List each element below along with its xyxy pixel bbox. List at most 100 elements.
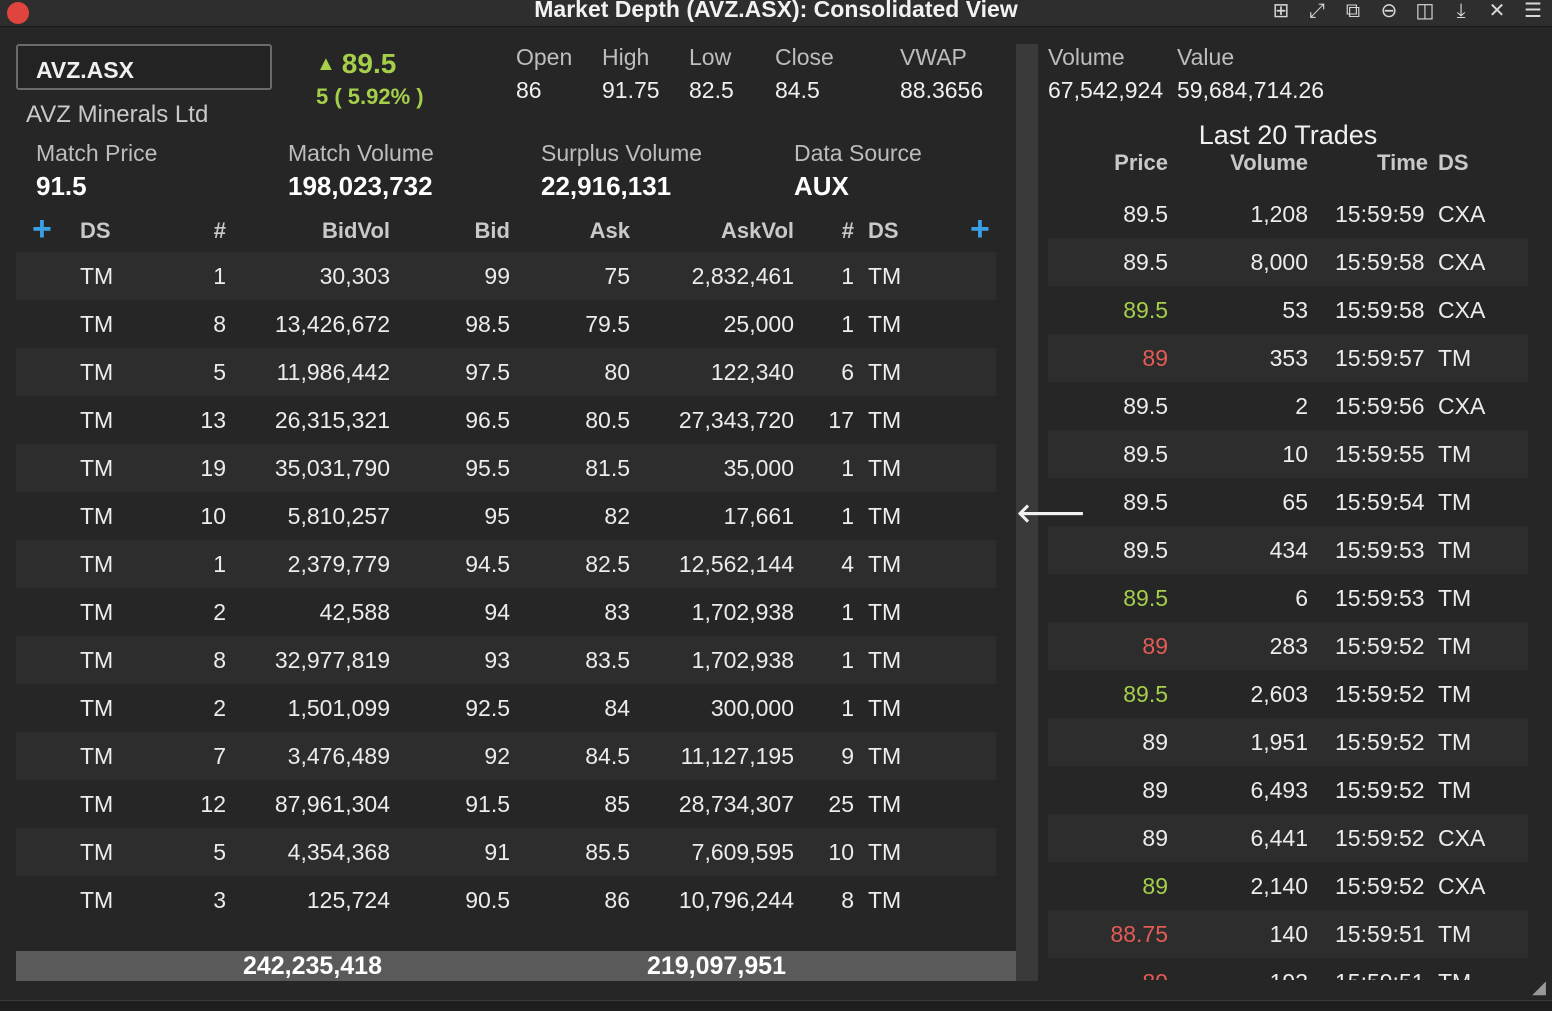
add-bid-column-icon[interactable]: + bbox=[32, 210, 52, 248]
depth-row[interactable]: TM 5 11,986,442 97.5 80 122,340 6 TM bbox=[16, 348, 996, 396]
ask-count: 25 bbox=[828, 791, 854, 817]
match-volume-label: Match Volume bbox=[288, 140, 434, 166]
header-count-right[interactable]: # bbox=[841, 218, 854, 243]
ask-count: 1 bbox=[841, 503, 854, 529]
trade-row[interactable]: 89.5 53 15:59:58 CXA bbox=[1048, 286, 1528, 334]
trade-ds: CXA bbox=[1438, 201, 1486, 227]
trade-row[interactable]: 89 2,140 15:59:52 CXA bbox=[1048, 862, 1528, 910]
depth-row[interactable]: TM 2 42,588 94 83 1,702,938 1 TM bbox=[16, 588, 996, 636]
header-askvol[interactable]: AskVol bbox=[721, 218, 794, 243]
ask-price: 82 bbox=[604, 503, 630, 529]
trade-time: 15:59:54 bbox=[1335, 489, 1425, 515]
trade-row[interactable]: 89.5 10 15:59:55 TM bbox=[1048, 430, 1528, 478]
depth-row[interactable]: TM 7 3,476,489 92 84.5 11,127,195 9 TM bbox=[16, 732, 996, 780]
symbol-input[interactable]: AVZ.ASX bbox=[16, 44, 272, 90]
trade-volume: 2 bbox=[1295, 393, 1308, 419]
trades-table-body[interactable]: 89.5 1,208 15:59:59 CXA 89.5 8,000 15:59:58 CXA… bbox=[1048, 190, 1528, 980]
depth-row[interactable]: TM 8 13,426,672 98.5 79.5 25,000 1 TM bbox=[16, 300, 996, 348]
header-count-left[interactable]: # bbox=[213, 218, 226, 243]
trade-row[interactable]: 89 1,951 15:59:52 TM bbox=[1048, 718, 1528, 766]
depth-row[interactable]: TM 10 5,810,257 95 82 17,661 1 TM bbox=[16, 492, 996, 540]
trade-time: 15:59:52 bbox=[1335, 825, 1425, 851]
trade-ds: TM bbox=[1438, 681, 1472, 707]
ask-count: 6 bbox=[841, 359, 854, 385]
stat-vwap: VWAP 88.3656 bbox=[900, 44, 983, 104]
depth-row[interactable]: TM 5 4,354,368 91 85.5 7,609,595 10 TM bbox=[16, 828, 996, 876]
panel-divider[interactable] bbox=[1016, 44, 1038, 981]
trade-ds: CXA bbox=[1438, 297, 1486, 323]
window-close-button[interactable] bbox=[7, 2, 29, 24]
ask-ds: TM bbox=[868, 839, 902, 865]
data-source: Data Source AUX bbox=[794, 140, 922, 202]
trade-volume: 10 bbox=[1282, 441, 1308, 467]
menu-icon[interactable]: ☰ bbox=[1524, 0, 1542, 22]
trades-header-time[interactable]: Time bbox=[1377, 150, 1428, 175]
ask-volume: 7,609,595 bbox=[691, 839, 794, 865]
popout-icon[interactable]: ⧉ bbox=[1345, 0, 1361, 22]
trade-row[interactable]: 89 6,441 15:59:52 CXA bbox=[1048, 814, 1528, 862]
trade-ds: TM bbox=[1438, 345, 1472, 371]
trades-header-ds[interactable]: DS bbox=[1438, 150, 1469, 175]
header-bid[interactable]: Bid bbox=[474, 218, 510, 243]
trade-row[interactable]: 89.5 434 15:59:53 TM bbox=[1048, 526, 1528, 574]
depth-row[interactable]: TM 1 30,303 99 75 2,832,461 1 TM bbox=[16, 252, 996, 300]
trade-ds: TM bbox=[1438, 969, 1471, 980]
header-ds-left[interactable]: DS bbox=[80, 218, 111, 243]
bid-price: 93 bbox=[484, 647, 510, 673]
bid-volume: 125,724 bbox=[306, 887, 390, 913]
trade-price: 89.5 bbox=[1123, 441, 1168, 467]
trade-row[interactable]: 89.5 8,000 15:59:58 CXA bbox=[1048, 238, 1528, 286]
bid-volume: 2,379,779 bbox=[287, 551, 390, 577]
trade-row[interactable]: 89.5 2 15:59:56 CXA bbox=[1048, 382, 1528, 430]
add-ask-column-icon[interactable]: + bbox=[970, 210, 990, 248]
collapse-arrow-icon[interactable]: 🡐 bbox=[1016, 498, 1086, 528]
bid-volume: 11,986,442 bbox=[276, 359, 390, 385]
trade-row[interactable]: 89 6,493 15:59:52 TM bbox=[1048, 766, 1528, 814]
depth-row[interactable]: TM 3 125,724 90.5 86 10,796,244 8 TM bbox=[16, 876, 996, 924]
ask-count: 1 bbox=[841, 455, 854, 481]
depth-row[interactable]: TM 19 35,031,790 95.5 81.5 35,000 1 TM bbox=[16, 444, 996, 492]
trade-time: 15:59:53 bbox=[1335, 585, 1425, 611]
add-icon[interactable]: ⊞ bbox=[1272, 0, 1290, 22]
minimize-icon[interactable]: ⊖ bbox=[1380, 0, 1398, 22]
trade-row[interactable]: 89 193 15:59:51 TM bbox=[1048, 958, 1528, 980]
bid-ds: TM bbox=[80, 791, 114, 817]
trade-row[interactable]: 89 283 15:59:52 TM bbox=[1048, 622, 1528, 670]
ask-volume: 25,000 bbox=[723, 311, 794, 337]
ask-ds: TM bbox=[868, 743, 902, 769]
depth-row[interactable]: TM 1 2,379,779 94.5 82.5 12,562,144 4 TM bbox=[16, 540, 996, 588]
bid-count: 5 bbox=[213, 359, 226, 385]
header-ask[interactable]: Ask bbox=[589, 218, 630, 243]
depth-row[interactable]: TM 13 26,315,321 96.5 80.5 27,343,720 17 TM bbox=[16, 396, 996, 444]
trade-row[interactable]: 89.5 65 15:59:54 TM bbox=[1048, 478, 1528, 526]
trade-time: 15:59:58 bbox=[1335, 249, 1425, 275]
trade-volume: 6,441 bbox=[1250, 825, 1308, 851]
bid-count: 13 bbox=[200, 407, 226, 433]
split-icon[interactable]: ◫ bbox=[1415, 0, 1435, 22]
header-bidvol[interactable]: BidVol bbox=[321, 218, 390, 243]
trade-price: 89 bbox=[1142, 633, 1168, 659]
bid-ds: TM bbox=[80, 551, 114, 577]
trade-row[interactable]: 89.5 6 15:59:53 TM bbox=[1048, 574, 1528, 622]
ask-count: 1 bbox=[841, 311, 854, 337]
trade-price: 89.5 bbox=[1123, 681, 1168, 707]
expand-icon[interactable]: ⤢ bbox=[1309, 0, 1325, 22]
depth-row[interactable]: TM 8 32,977,819 93 83.5 1,702,938 1 TM bbox=[16, 636, 996, 684]
ask-volume: 35,000 bbox=[723, 455, 794, 481]
header-ds-right[interactable]: DS bbox=[868, 218, 899, 243]
trade-row[interactable]: 89 353 15:59:57 TM bbox=[1048, 334, 1528, 382]
trade-row[interactable]: 89.5 2,603 15:59:52 TM bbox=[1048, 670, 1528, 718]
trade-row[interactable]: 89.5 1,208 15:59:59 CXA bbox=[1048, 190, 1528, 238]
bid-volume: 87,961,304 bbox=[274, 791, 390, 817]
trade-ds: TM bbox=[1438, 921, 1472, 947]
trade-row[interactable]: 88.75 140 15:59:51 TM bbox=[1048, 910, 1528, 958]
close-icon[interactable]: ✕ bbox=[1488, 0, 1506, 22]
depth-row[interactable]: TM 12 87,961,304 91.5 85 28,734,307 25 TM bbox=[16, 780, 996, 828]
trades-header-price[interactable]: Price bbox=[1114, 150, 1168, 175]
download-icon[interactable]: ⤓ bbox=[1456, 0, 1466, 22]
trade-volume: 283 bbox=[1269, 633, 1308, 659]
trades-header-volume[interactable]: Volume bbox=[1230, 150, 1308, 175]
depth-row[interactable]: TM 2 1,501,099 92.5 84 300,000 1 TM bbox=[16, 684, 996, 732]
ask-volume: 17,661 bbox=[723, 503, 794, 529]
resize-grip-icon[interactable]: ◢ bbox=[1532, 977, 1546, 997]
